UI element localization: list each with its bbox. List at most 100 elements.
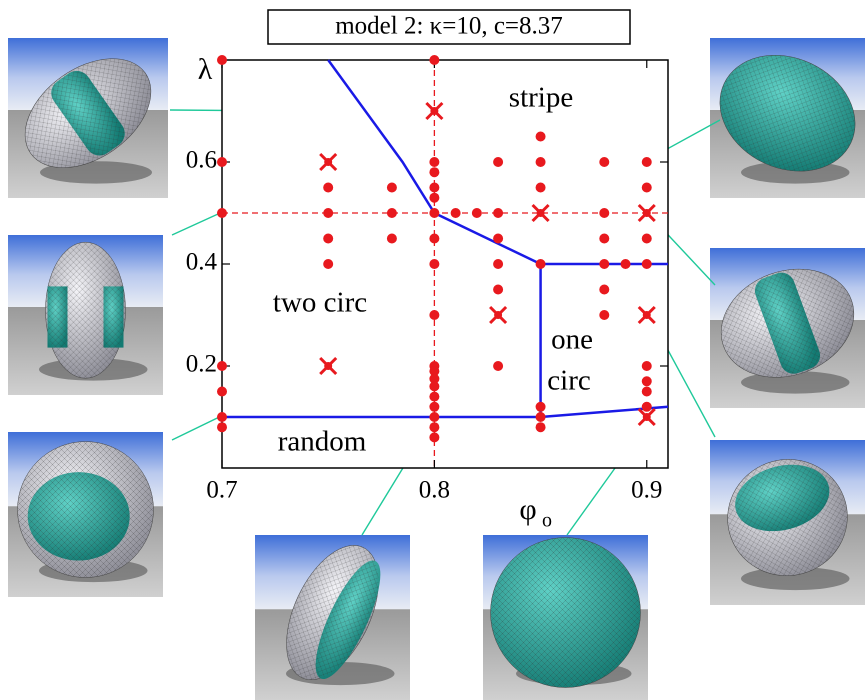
vesicle-snapshot <box>255 535 410 700</box>
data-point <box>599 310 610 320</box>
vesicle <box>17 441 154 578</box>
data-point <box>493 157 504 167</box>
vesicle-mesh <box>727 459 848 576</box>
vesicle-mesh <box>45 242 126 379</box>
data-point <box>429 422 440 433</box>
chart-title: model 2: κ=10, c=8.37 <box>335 13 563 40</box>
data-point <box>641 376 652 387</box>
data-point <box>429 373 440 384</box>
data-point <box>641 233 652 244</box>
data-point <box>217 386 227 397</box>
data-point <box>493 233 504 244</box>
data-point <box>599 233 610 244</box>
y-tick-label: 0.2 <box>186 351 217 378</box>
vesicle-snapshot <box>483 535 648 700</box>
cross-point-x <box>637 203 656 223</box>
y-tick-label: 0.4 <box>186 249 218 276</box>
vesicle-mesh <box>286 545 379 680</box>
vesicle-snapshot <box>710 248 865 408</box>
vesicle-snapshot <box>8 235 163 395</box>
data-point <box>599 208 610 218</box>
vesicle <box>286 545 381 681</box>
data-point <box>535 412 546 422</box>
cross-point <box>319 152 338 172</box>
cross-point-x <box>637 305 656 325</box>
x-tick-label: 0.9 <box>631 477 662 504</box>
data-point <box>217 422 227 433</box>
data-point <box>429 401 440 412</box>
data-point <box>217 208 227 218</box>
data-point <box>620 259 631 269</box>
data-point <box>450 208 461 218</box>
vesicle <box>719 54 856 172</box>
vesicle-snapshot <box>710 38 865 198</box>
label-background <box>545 366 593 395</box>
data-point <box>429 55 440 65</box>
vesicle <box>720 268 855 378</box>
data-point <box>323 208 334 218</box>
data-point <box>323 233 334 244</box>
data-point <box>429 157 440 167</box>
cross-point <box>489 305 508 325</box>
data-point <box>599 259 610 269</box>
data-point <box>386 233 397 244</box>
cross-point-x <box>319 356 338 376</box>
data-point <box>493 208 504 218</box>
data-point <box>599 157 610 167</box>
region-label: stripe <box>509 82 573 114</box>
vesicle-snapshot <box>8 38 168 198</box>
cross-point <box>637 407 656 427</box>
y-axis-label: λ <box>198 53 213 86</box>
data-point <box>535 259 546 269</box>
vesicle-mesh <box>490 537 641 688</box>
data-point <box>429 432 440 443</box>
x-tick-label: 0.7 <box>206 477 237 504</box>
data-point <box>535 157 546 167</box>
y-tick-label: 0.6 <box>186 147 217 174</box>
vesicle-mesh <box>17 441 154 578</box>
data-point <box>429 381 440 392</box>
data-point <box>429 310 440 320</box>
label-background <box>270 288 370 317</box>
vesicle-mesh <box>721 269 854 378</box>
label-background <box>275 427 369 456</box>
data-point <box>323 259 334 269</box>
x-axis-label-subscript: o <box>542 510 552 532</box>
data-point <box>217 55 227 65</box>
x-axis-label: φ <box>519 493 536 526</box>
x-tick-label: 0.8 <box>419 477 450 504</box>
vesicle <box>24 58 152 168</box>
data-point <box>217 412 227 422</box>
data-point <box>641 361 652 371</box>
data-point <box>535 401 546 412</box>
cross-point <box>637 203 656 223</box>
data-point <box>429 192 440 203</box>
vesicle-snapshot <box>8 432 163 597</box>
region-label: random <box>278 426 367 458</box>
data-point <box>386 208 397 218</box>
data-point <box>493 361 504 371</box>
vesicle <box>727 459 848 576</box>
title-box <box>267 9 631 45</box>
data-point <box>641 157 652 167</box>
cross-point-x <box>531 203 550 223</box>
data-point <box>217 157 227 167</box>
data-point <box>493 284 504 295</box>
cross-point-x <box>425 101 444 121</box>
cross-point <box>531 203 550 223</box>
data-point <box>429 412 440 422</box>
label-background <box>549 325 595 354</box>
cross-point <box>425 101 444 121</box>
data-point <box>429 208 440 218</box>
data-point <box>429 391 440 402</box>
region-label: circ <box>547 365 590 397</box>
vesicle-snapshot <box>710 440 865 605</box>
vesicle <box>45 241 126 379</box>
data-point <box>217 361 227 371</box>
data-point <box>323 182 334 193</box>
cross-point-x <box>637 407 656 427</box>
cross-point <box>319 356 338 376</box>
data-point <box>429 182 440 193</box>
data-point <box>386 182 397 193</box>
data-point <box>641 386 652 397</box>
